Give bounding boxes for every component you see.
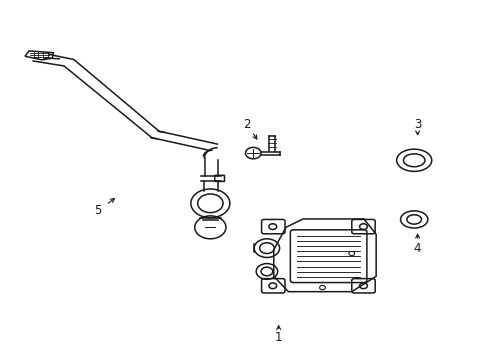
Text: 3: 3 <box>413 118 421 131</box>
Text: 4: 4 <box>413 242 421 255</box>
Text: 1: 1 <box>274 331 282 344</box>
Text: 2: 2 <box>243 118 250 131</box>
Text: 5: 5 <box>94 204 102 217</box>
